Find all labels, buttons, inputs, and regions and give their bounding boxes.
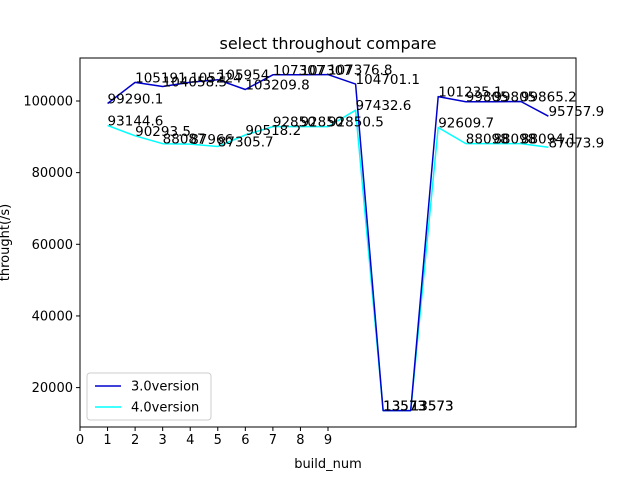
data-label: 107307 [273,63,325,79]
data-label: 105191 [135,70,187,86]
y-ticks: 20000 40000 60000 80000 100000 [23,94,80,396]
data-label: 103209.8 [245,77,309,93]
legend-box [86,372,212,421]
chart-title: select throughout compare [220,34,437,53]
data-label: 88098 [493,132,536,148]
data-label: 92609.7 [438,115,494,131]
data-label: 99290.1 [108,92,164,108]
data-label: 99865.2 [521,89,577,105]
series-layer [107,73,549,412]
legend: 3.0version 4.0version [86,372,212,421]
y-tick-label: 20000 [32,381,73,396]
data-label: 92850 [300,115,343,131]
data-label: 107307 [300,63,352,79]
x-tick-label: 8 [296,433,304,448]
x-tick-label: 0 [76,433,84,448]
data-label: 104058.5 [163,74,227,90]
legend-label-4-0version: 4.0version [131,401,199,416]
x-tick-label: 3 [159,433,167,448]
data-label: 87305.7 [218,134,274,150]
data-label: 97432.6 [356,98,412,114]
y-tick-label: 60000 [32,238,73,253]
y-tick-label: 40000 [32,309,73,324]
data-label: 104701.1 [356,72,420,88]
y-axis-title: throught(/s) [0,204,13,281]
x-tick-label: 5 [214,433,222,448]
x-ticks: 0 1 2 3 4 5 6 7 8 9 [76,427,332,448]
y-tick-label: 80000 [32,166,73,181]
data-label: 101235.1 [438,85,502,101]
data-label: 99805 [493,90,536,106]
data-label: 92850.5 [328,115,384,131]
x-tick-label: 6 [241,433,249,448]
x-axis-title: build_num [294,457,362,472]
series-line-4-0version [107,109,549,412]
x-tick-label: 9 [324,433,332,448]
x-tick-label: 7 [269,433,277,448]
data-label: 105224 [190,70,242,86]
data-label: 13573 [411,399,454,415]
data-label: 87966 [190,132,233,148]
x-tick-label: 2 [131,433,139,448]
data-label: 99805 [466,90,509,106]
data-label: 90518.2 [245,123,301,139]
data-label: 88098 [466,132,509,148]
y-tick-label: 100000 [23,94,73,109]
data-label: 88094.1 [521,132,577,148]
data-label: 107376.8 [328,63,392,79]
data-label: 13573 [411,399,454,415]
data-label: 13573 [383,399,426,415]
x-tick-label: 4 [186,433,194,448]
data-label: 88087 [163,132,206,148]
data-label: 92850 [273,115,316,131]
data-label: 13573 [383,399,426,415]
series-line-3-0version [107,73,549,412]
data-label: 90293.5 [135,124,191,140]
data-label: 93144.6 [108,114,164,130]
legend-label-3-0version: 3.0version [131,380,199,395]
x-tick-label: 1 [103,433,111,448]
data-label: 105954 [218,68,270,84]
axes-layer: 0 1 2 3 4 5 6 7 8 9 20000 40000 60000 80000 100000 [23,57,577,448]
